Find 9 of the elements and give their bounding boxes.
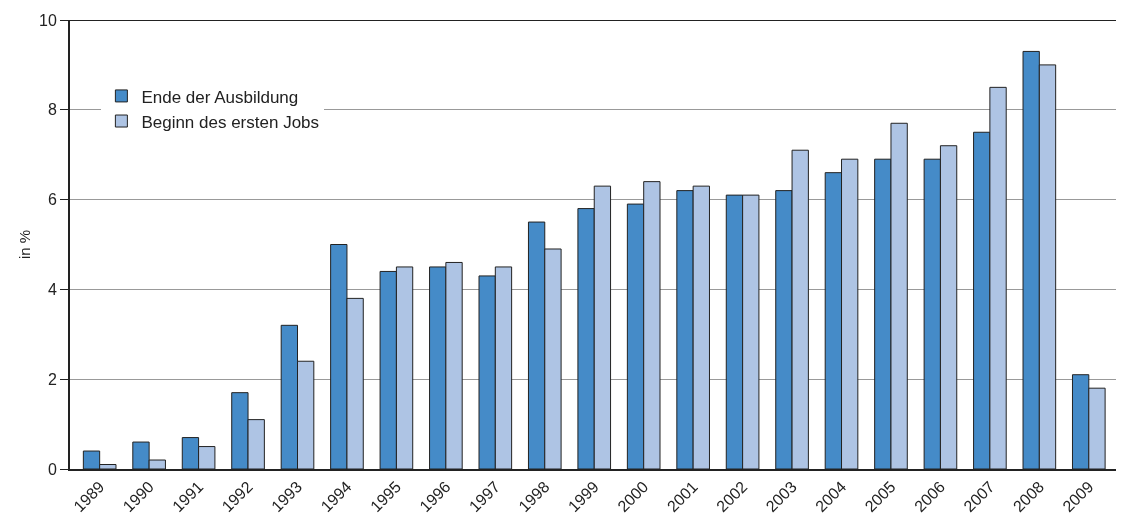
legend-label: Beginn des ersten Jobs [141,112,320,132]
y-tick-label: 4 [47,281,57,298]
y-tick-label: 6 [47,191,57,209]
y-tick-label: 2 [47,370,57,388]
y-tick-label: 8 [47,101,57,119]
y-tick-label: 10 [39,11,57,29]
y-axis-title: in % [15,229,33,260]
y-tick-label: 0 [47,460,57,478]
legend-label: Ende der Ausbildung [141,87,299,107]
